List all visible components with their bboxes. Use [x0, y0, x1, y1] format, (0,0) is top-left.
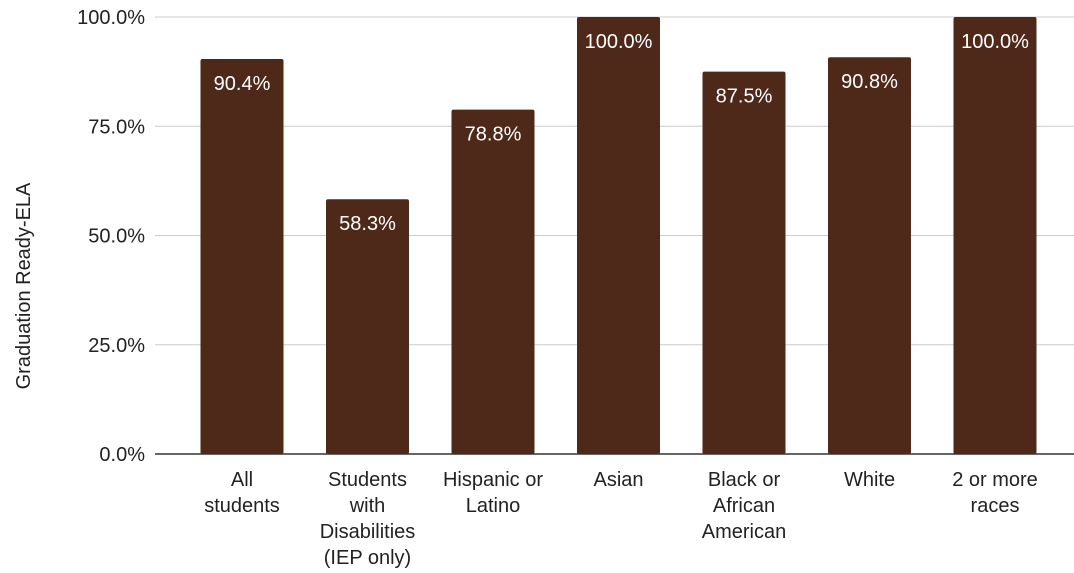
bar: [451, 109, 535, 455]
bar: [702, 71, 786, 454]
bar: [577, 17, 660, 454]
bar: [326, 199, 409, 454]
x-category-label: Hispanic or Latino: [443, 469, 543, 517]
bar: [828, 57, 911, 454]
x-category-label: All students: [204, 469, 280, 517]
data-label: 90.4%: [214, 73, 271, 95]
y-axis-title: Graduation Ready-ELA: [13, 182, 35, 389]
x-category-label: 2 or more races: [952, 469, 1038, 517]
bar: [200, 58, 284, 455]
bars: [200, 17, 1037, 455]
data-label: 100.0%: [585, 31, 653, 53]
y-tick-label: 25.0%: [88, 335, 145, 357]
y-axis-ticks: 0.0% 25.0% 50.0% 75.0% 100.0%: [77, 7, 145, 466]
x-category-label: White: [844, 469, 895, 491]
y-tick-label: 0.0%: [99, 444, 145, 466]
y-tick-label: 50.0%: [88, 226, 145, 248]
data-label: 58.3%: [339, 213, 396, 235]
data-label: 90.8%: [841, 71, 898, 93]
y-tick-label: 100.0%: [77, 7, 145, 29]
x-category-label: Asian: [593, 469, 643, 491]
data-label: 87.5%: [716, 86, 773, 108]
x-category-label: Students with Disabilities (IEP only): [320, 469, 416, 569]
x-axis-categories: All students Students with Disabilities (IEP …: [204, 469, 1038, 569]
data-label: 100.0%: [961, 31, 1029, 53]
data-label: 78.8%: [465, 124, 522, 146]
y-tick-label: 75.0%: [88, 116, 145, 138]
bar: [953, 17, 1037, 454]
data-labels: 90.4% 58.3% 78.8% 100.0% 87.5% 90.8% 100.0%: [214, 31, 1029, 235]
x-category-label: Black or African American: [702, 469, 786, 543]
